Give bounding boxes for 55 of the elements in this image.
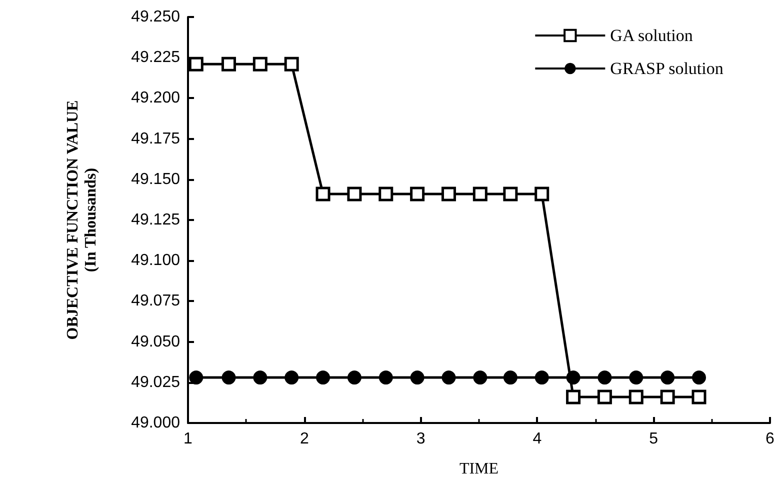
y-tick-label: 49.025 bbox=[131, 374, 180, 391]
point bbox=[347, 370, 362, 385]
point bbox=[534, 370, 549, 385]
point bbox=[503, 370, 518, 385]
point bbox=[378, 186, 394, 202]
point bbox=[566, 390, 581, 404]
point bbox=[410, 186, 425, 202]
x-tick-label: 5 bbox=[649, 430, 658, 448]
point bbox=[222, 370, 236, 385]
point bbox=[252, 56, 268, 72]
y-tick-label: 49.075 bbox=[131, 292, 180, 310]
x-axis-title: TIME bbox=[459, 460, 499, 478]
y-tick-label: 49.200 bbox=[131, 90, 180, 107]
point bbox=[692, 370, 706, 385]
point bbox=[410, 370, 424, 385]
y-tick-label: 49.250 bbox=[131, 8, 180, 26]
point bbox=[692, 390, 706, 404]
y-tick-label: 49.225 bbox=[131, 49, 180, 66]
x-tick-label: 4 bbox=[532, 430, 542, 448]
point bbox=[598, 370, 612, 385]
point bbox=[660, 370, 675, 385]
point bbox=[188, 56, 204, 72]
x-tick-label: 1 bbox=[184, 430, 193, 448]
point bbox=[441, 186, 456, 202]
legend-label: GRASP solution bbox=[610, 59, 724, 78]
point bbox=[566, 370, 580, 385]
point bbox=[660, 390, 675, 404]
point bbox=[189, 370, 204, 385]
x-tick-label: 6 bbox=[766, 430, 775, 448]
y-axis-title: OBJECTIVE FUNCTION VALUE (In Thousands) bbox=[64, 100, 100, 340]
point bbox=[347, 186, 362, 202]
point bbox=[473, 370, 488, 385]
point bbox=[534, 186, 550, 202]
x-tick-label: 3 bbox=[416, 430, 426, 448]
point bbox=[503, 186, 518, 202]
y-tick-label: 49.100 bbox=[131, 252, 180, 270]
point bbox=[378, 370, 393, 385]
y-tick-label: 49.150 bbox=[131, 170, 180, 188]
point bbox=[316, 186, 330, 202]
y-tick-label: 49.175 bbox=[131, 130, 180, 148]
point bbox=[284, 56, 299, 72]
point bbox=[628, 390, 644, 404]
point bbox=[597, 390, 612, 404]
point bbox=[472, 186, 488, 202]
x-tick-label: 2 bbox=[300, 430, 309, 448]
point bbox=[253, 370, 268, 385]
legend-label: GA solution bbox=[610, 26, 694, 45]
y-tick-label: 49.125 bbox=[131, 212, 180, 228]
y-tick-label: 49.050 bbox=[131, 333, 180, 350]
point bbox=[442, 370, 456, 385]
y-tick-label: 49.000 bbox=[131, 414, 180, 432]
point bbox=[284, 370, 299, 385]
point bbox=[316, 370, 330, 385]
point bbox=[629, 370, 644, 385]
point bbox=[221, 56, 236, 72]
